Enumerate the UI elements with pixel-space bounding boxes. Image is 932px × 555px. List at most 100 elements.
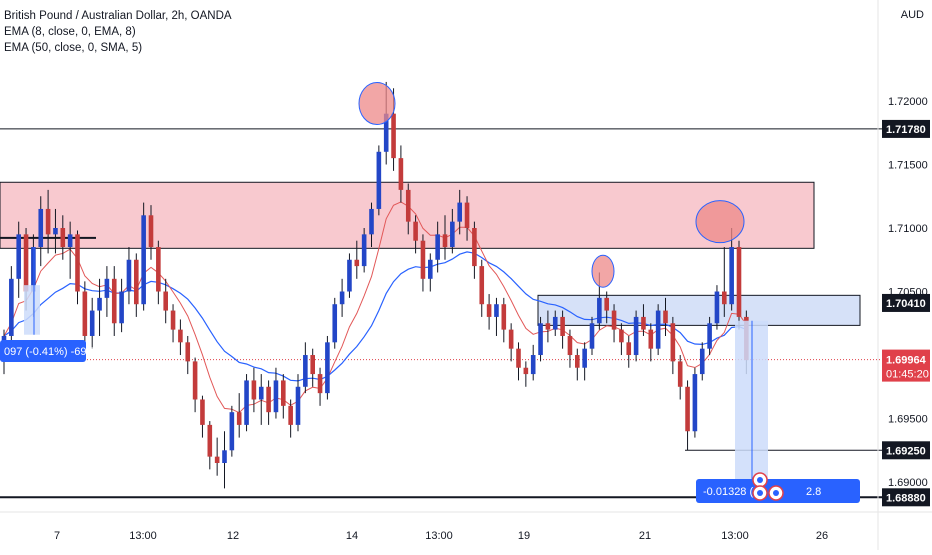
candle[interactable] (530, 344, 536, 381)
candle[interactable] (369, 202, 374, 248)
candle[interactable] (508, 323, 514, 362)
candle[interactable] (538, 316, 543, 362)
candle[interactable] (303, 342, 308, 394)
candle[interactable] (633, 310, 639, 362)
candle[interactable] (428, 253, 433, 292)
recent-highlight-circle[interactable] (695, 200, 745, 244)
candle[interactable] (134, 253, 139, 317)
candle[interactable] (479, 259, 485, 317)
candle[interactable] (288, 399, 293, 438)
supply-zone[interactable] (537, 294, 861, 326)
candle[interactable] (67, 221, 73, 279)
candle[interactable] (354, 240, 360, 279)
candle[interactable] (707, 316, 712, 356)
candle[interactable] (244, 374, 249, 432)
candle[interactable] (685, 380, 690, 451)
candle[interactable] (258, 374, 264, 425)
candle[interactable] (442, 215, 448, 260)
mid-highlight-circle[interactable] (591, 254, 615, 288)
candle[interactable] (347, 253, 352, 298)
candle[interactable] (310, 348, 315, 387)
candle[interactable] (281, 374, 286, 419)
candle[interactable] (722, 247, 727, 317)
candle[interactable] (567, 329, 573, 368)
candle[interactable] (156, 240, 161, 305)
candle[interactable] (185, 335, 191, 375)
candle[interactable] (222, 431, 227, 489)
candle[interactable] (611, 304, 617, 343)
candle[interactable] (16, 221, 21, 298)
candle[interactable] (207, 421, 213, 470)
candle[interactable] (560, 310, 565, 349)
candle[interactable] (575, 348, 580, 381)
candle[interactable] (317, 367, 323, 406)
candle[interactable] (229, 405, 235, 457)
candle[interactable] (413, 215, 418, 254)
candle[interactable] (516, 342, 521, 381)
candle[interactable] (699, 342, 705, 381)
candle[interactable] (339, 278, 345, 317)
candle[interactable] (89, 297, 95, 349)
candle[interactable] (641, 304, 646, 336)
candle[interactable] (486, 294, 492, 330)
candle[interactable] (119, 278, 124, 333)
candle[interactable] (501, 297, 507, 343)
candle[interactable] (655, 304, 661, 356)
candle[interactable] (82, 281, 88, 349)
candle[interactable] (75, 230, 80, 305)
candle[interactable] (626, 335, 632, 368)
candle[interactable] (45, 189, 51, 254)
candle[interactable] (420, 234, 426, 292)
candle[interactable] (141, 202, 146, 311)
candle[interactable] (53, 208, 58, 254)
candle[interactable] (325, 335, 330, 400)
candle[interactable] (251, 367, 257, 413)
candle[interactable] (736, 240, 742, 330)
candle[interactable] (266, 380, 271, 425)
candle[interactable] (405, 183, 411, 235)
candle[interactable] (494, 297, 499, 336)
candle[interactable] (148, 205, 154, 260)
candle[interactable] (692, 367, 698, 438)
candle[interactable] (677, 355, 683, 400)
candle[interactable] (619, 323, 624, 356)
candle[interactable] (178, 319, 183, 356)
candle[interactable] (457, 189, 462, 235)
candle[interactable] (552, 310, 558, 336)
candle[interactable] (38, 196, 44, 267)
candle[interactable] (200, 395, 205, 438)
candle[interactable] (361, 228, 367, 273)
candle[interactable] (648, 323, 654, 362)
candle[interactable] (663, 297, 668, 336)
candle[interactable] (464, 196, 470, 241)
candle[interactable] (111, 266, 117, 336)
peak-highlight-circle[interactable] (358, 82, 396, 126)
candle[interactable] (126, 247, 132, 305)
candle[interactable] (523, 361, 529, 387)
candle[interactable] (545, 310, 551, 343)
candle[interactable] (170, 304, 176, 343)
candle[interactable] (729, 228, 734, 311)
candle[interactable] (435, 221, 440, 273)
candle[interactable] (450, 208, 455, 254)
candle[interactable] (472, 221, 477, 279)
candle[interactable] (582, 342, 587, 381)
candle[interactable] (163, 278, 168, 324)
candle[interactable] (589, 316, 595, 356)
candle[interactable] (398, 145, 404, 203)
candle[interactable] (670, 316, 676, 375)
candle[interactable] (376, 145, 382, 216)
candle[interactable] (273, 367, 279, 419)
candle[interactable] (60, 215, 66, 260)
candle[interactable] (604, 291, 609, 324)
candle[interactable] (104, 266, 110, 317)
candle[interactable] (295, 374, 301, 432)
candle[interactable] (332, 297, 338, 349)
candle[interactable] (214, 437, 220, 476)
candle[interactable] (192, 357, 198, 413)
candle[interactable] (714, 285, 720, 330)
candle[interactable] (236, 393, 242, 438)
candle[interactable] (97, 278, 102, 336)
